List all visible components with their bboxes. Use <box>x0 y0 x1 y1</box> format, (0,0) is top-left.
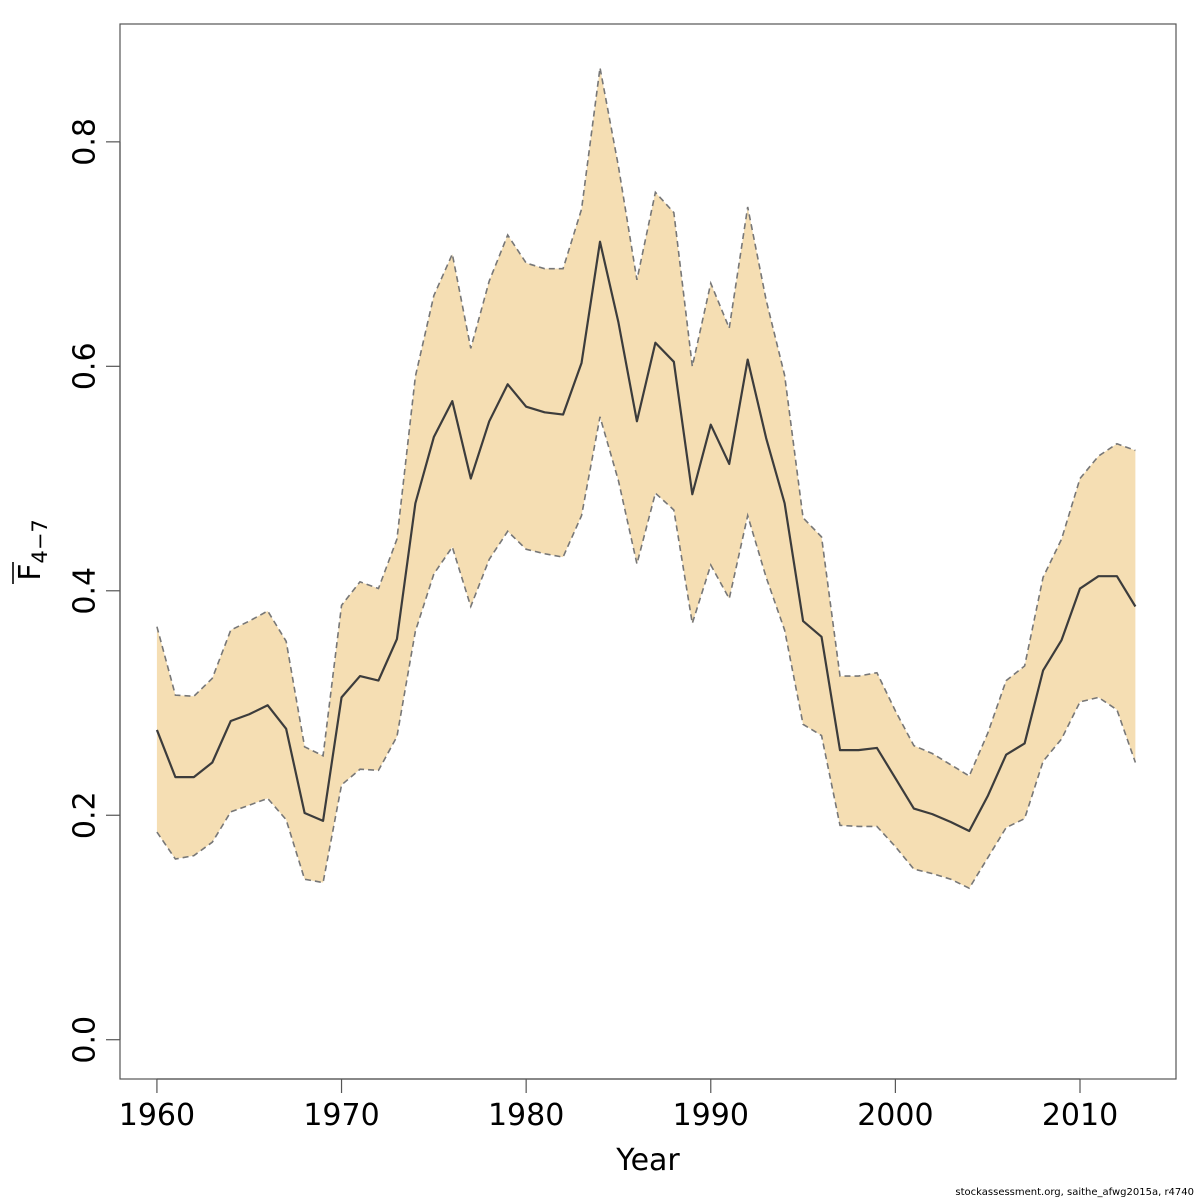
estimate-series <box>155 240 1137 833</box>
x-tick-label: 1980 <box>488 1098 564 1133</box>
x-tick-label: 1990 <box>673 1098 749 1133</box>
svg-text:F4−7: F4−7 <box>13 519 52 581</box>
y-tick-label: 0.4 <box>68 567 103 615</box>
y-axis-title: F4−7 <box>12 519 52 584</box>
estimate-line <box>155 240 1137 833</box>
y-axis-title-sub: 4−7 <box>28 519 52 563</box>
confidence-band-area <box>156 67 1136 889</box>
y-tick-label: 0.6 <box>68 342 103 390</box>
x-axis-title: Year <box>615 1143 680 1178</box>
y-axis-title-main: F <box>13 564 48 581</box>
x-axis: 1960 1970 1980 1990 2000 2010 <box>119 1078 1118 1133</box>
x-tick-label: 2010 <box>1042 1098 1118 1133</box>
y-tick-label: 0.2 <box>68 791 103 839</box>
footer-credit: stockassessment.org, saithe_afwg2015a, r… <box>955 1187 1194 1198</box>
x-tick-label: 2000 <box>857 1098 933 1133</box>
lower-bound-line <box>156 416 1137 890</box>
x-tick-label: 1960 <box>119 1098 195 1133</box>
y-axis: 0.0 0.2 0.4 0.6 0.8 <box>68 118 121 1064</box>
confidence-band <box>156 67 1137 890</box>
x-tick-label: 1970 <box>303 1098 379 1133</box>
upper-bound-line <box>156 67 1136 778</box>
plot-frame <box>119 23 1177 1080</box>
y-tick-label: 0.8 <box>68 118 103 166</box>
y-tick-label: 0.0 <box>68 1016 103 1064</box>
